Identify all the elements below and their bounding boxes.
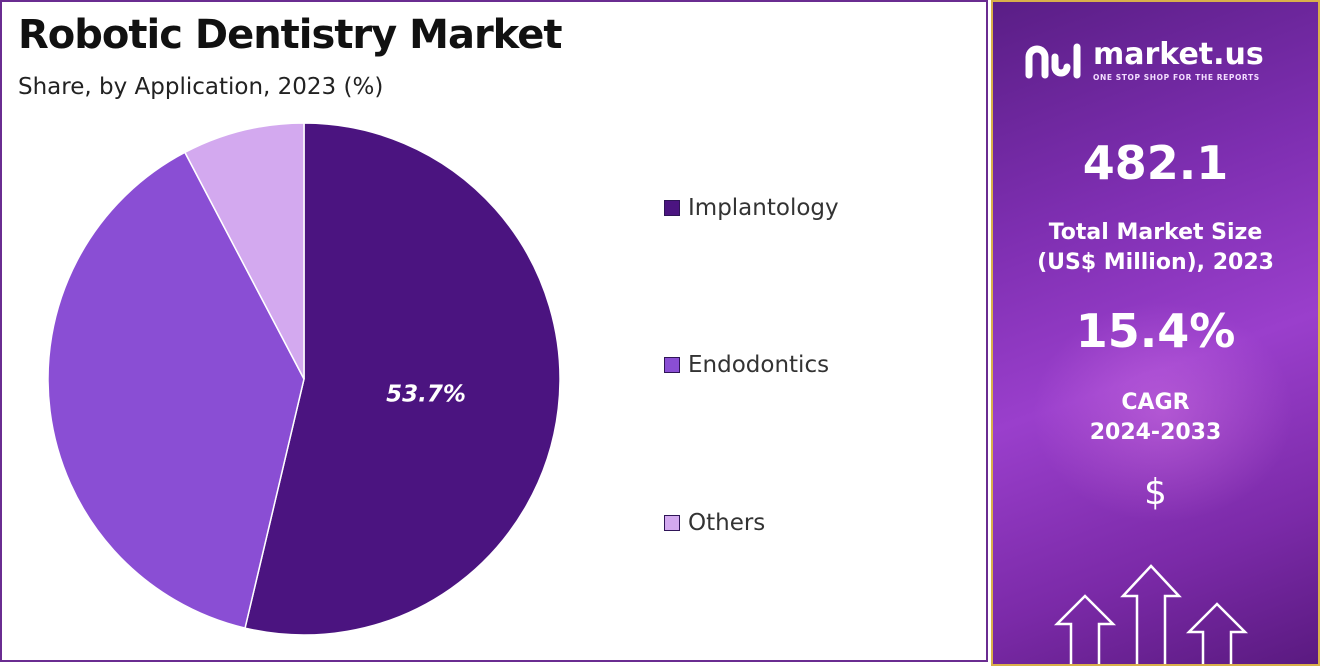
legend-swatch	[664, 515, 680, 531]
legend-item-endodontics: Endodontics	[664, 352, 829, 378]
pie-slice-implantology	[244, 122, 561, 636]
data-label-implantology: 53.7%	[386, 381, 466, 407]
chart-panel: Robotic Dentistry Market Share, by Appli…	[0, 0, 988, 662]
market-size-caption-line2: (US$ Million), 2023	[1037, 250, 1274, 275]
market-summary-panel: market.us ONE STOP SHOP FOR THE REPORTS …	[991, 0, 1320, 666]
legend-swatch	[664, 357, 680, 373]
pie-slice-endodontics	[47, 151, 305, 630]
chart-title: Robotic Dentistry Market	[18, 12, 562, 58]
dollar-icon: $	[1144, 472, 1167, 513]
pie-slice-others	[183, 122, 305, 380]
market-size-caption-line1: Total Market Size	[1048, 220, 1263, 245]
chart-subtitle: Share, by Application, 2023 (%)	[18, 74, 384, 100]
cagr-value: 15.4%	[1075, 304, 1236, 358]
legend-item-others: Others	[664, 510, 765, 536]
growth-arrows-icon	[1053, 564, 1249, 664]
background-glow	[1033, 302, 1293, 522]
legend-label: Others	[688, 510, 766, 536]
legend-swatch	[664, 200, 680, 216]
legend-label: Implantology	[688, 195, 839, 221]
market-size-value: 482.1	[1082, 136, 1229, 190]
pie-chart: 53.7%	[47, 122, 561, 636]
brand-logo: market.us ONE STOP SHOP FOR THE REPORTS	[1025, 40, 1264, 82]
legend-item-implantology: Implantology	[664, 195, 839, 221]
legend-label: Endodontics	[688, 352, 830, 378]
cagr-label: CAGR	[1121, 390, 1190, 415]
brand-tagline: ONE STOP SHOP FOR THE REPORTS	[1093, 73, 1260, 82]
brand-name: market.us	[1093, 37, 1264, 72]
market-us-logo-icon	[1025, 43, 1081, 79]
cagr-period: 2024-2033	[1089, 420, 1222, 445]
